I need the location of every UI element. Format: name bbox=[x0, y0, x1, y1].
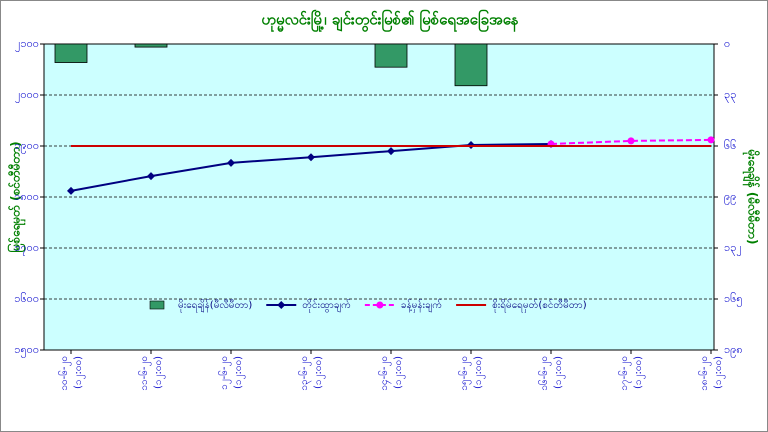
y2-tick-label: ၃၃ bbox=[724, 88, 736, 103]
x-tick-label: (၁၂:၀၀) bbox=[713, 356, 726, 389]
y-tick-label: ၁၆၀၀ bbox=[14, 292, 39, 305]
y-tick-label: ၂၁၀၀ bbox=[15, 37, 39, 52]
x-tick-label: (၁၂:၀၀) bbox=[73, 356, 86, 389]
legend-label: စိုးရိမ်ရေမှတ်(စင်တီမီတာ) bbox=[492, 298, 587, 313]
point bbox=[387, 147, 395, 156]
legend-label: တိုင်းထွာချက် bbox=[302, 298, 351, 313]
x-tick-label: ၁၆-၆-၂၀ bbox=[537, 356, 552, 391]
y-axis-label: မြစ်ရေမှတ် (စင်တီမီတာ) bbox=[6, 141, 27, 252]
y2-tick-label: ၁၃၂ bbox=[724, 241, 742, 256]
y2-tick-label: ၁၆၅ bbox=[724, 292, 743, 307]
x-tick-label: ၁၇-၆-၂၀ bbox=[617, 356, 632, 391]
point bbox=[627, 137, 635, 145]
legend-marker bbox=[277, 301, 286, 309]
x-tick-label: ၁၂-၆-၂၀ bbox=[217, 356, 232, 390]
bar bbox=[374, 43, 408, 68]
x-tick-label: (၁၂:၀၀) bbox=[313, 356, 326, 389]
x-tick-label: ၁၃-၆-၂၀ bbox=[297, 356, 312, 391]
point bbox=[307, 153, 315, 162]
x-tick-label: (၁၂:၀၀) bbox=[473, 356, 486, 389]
x-tick-label: ၁၁-၆-၂၀ bbox=[137, 356, 152, 391]
point bbox=[147, 172, 155, 181]
x-tick-label: (၁၂:၀၀) bbox=[633, 356, 646, 389]
y2-tick-label: ၁၉၈ bbox=[724, 343, 743, 358]
x-tick-label: (၁၂:၀၀) bbox=[393, 356, 406, 389]
y2-tick-label: ၉၉ bbox=[724, 190, 736, 205]
y-tick-label: ၁၅၀၀ bbox=[14, 343, 39, 358]
legend-label: မိုးရေချိန်(မီလီမီတာ) bbox=[178, 298, 252, 313]
y-tick-label: ၁၈၀၀ bbox=[14, 190, 39, 203]
y2-tick-label: ၆၆ bbox=[724, 139, 736, 152]
y-tick-label: ၁၇၀၀ bbox=[14, 241, 39, 256]
point bbox=[67, 186, 75, 195]
x-tick-label: ၁၅-၆-၂၀ bbox=[457, 356, 472, 391]
x-tick-label: (၁၂:၀၀) bbox=[233, 356, 246, 389]
y2-tick-label: ၀ bbox=[724, 37, 730, 50]
bar bbox=[454, 43, 488, 87]
bar bbox=[134, 43, 168, 48]
y-tick-label: ၁၉၀၀ bbox=[14, 139, 39, 154]
legend-marker bbox=[376, 301, 384, 309]
x-tick-label: (၁၂:၀၀) bbox=[553, 356, 566, 389]
x-tick-label: ၁၀-၆-၂၀ bbox=[57, 356, 72, 391]
y2-axis-label: မိုးရေချိန် (မီလီမီတာ) bbox=[742, 149, 762, 245]
x-tick-label: ၁၄-၆-၂၀ bbox=[377, 356, 392, 391]
legend-label: ခန့်မှန်းချက် bbox=[401, 298, 442, 313]
y-tick-label: ၂၀၀၀ bbox=[15, 88, 39, 103]
point bbox=[707, 136, 715, 144]
legend: မိုးရေချိန်(မီလီမီတာ) တိုင်းထွာချက် ခန့်မှ… bbox=[149, 298, 587, 313]
x-tick-label: (၁၂:၀၀) bbox=[153, 356, 166, 389]
bar bbox=[54, 43, 88, 63]
legend-swatch bbox=[149, 300, 165, 310]
x-tick-label: ၁၈-၆-၂၀ bbox=[697, 356, 712, 391]
point bbox=[227, 158, 235, 167]
